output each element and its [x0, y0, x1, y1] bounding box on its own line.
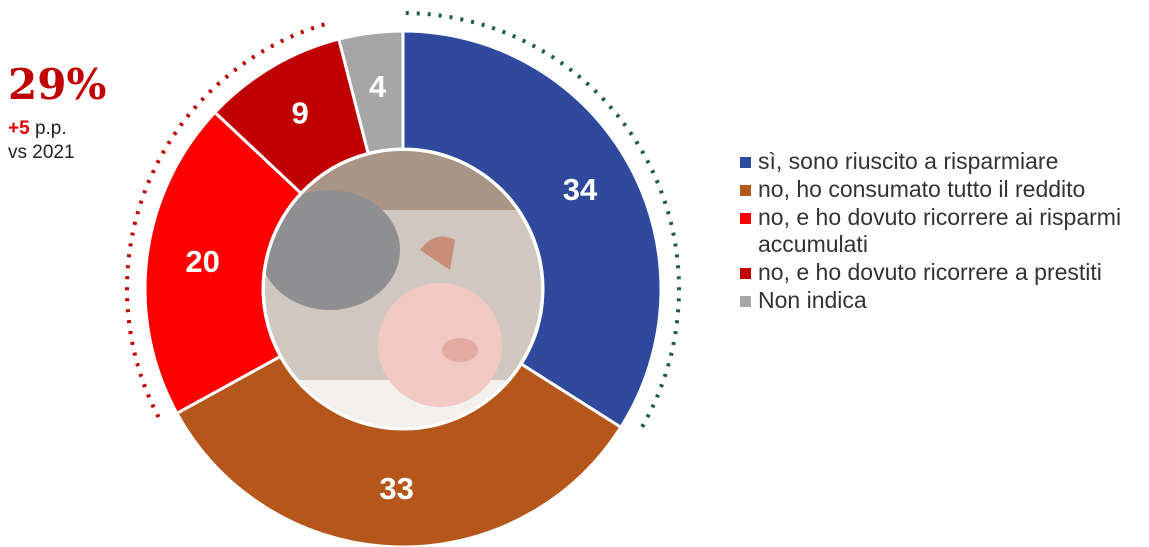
legend-item: sì, sono riuscito a risparmiare: [740, 148, 1135, 175]
legend-label: no, e ho dovuto ricorrere a prestiti: [758, 259, 1102, 285]
segment-label: 9: [292, 95, 309, 130]
legend: sì, sono riuscito a risparmiare no, ho co…: [740, 148, 1135, 315]
comparison: vs 2021: [8, 142, 75, 163]
donut-segment: [174, 354, 623, 547]
legend-item: no, e ho dovuto ricorrere ai risparmi ac…: [740, 204, 1135, 258]
segment-label: 4: [369, 69, 387, 104]
legend-swatch: [740, 268, 751, 279]
legend-swatch: [740, 296, 751, 307]
legend-swatch: [740, 213, 751, 224]
legend-swatch: [740, 185, 751, 196]
group-arc: [125, 20, 333, 419]
segment-label: 33: [379, 471, 413, 506]
change: +5: [8, 118, 30, 139]
legend-label: no, ho consumato tutto il reddito: [758, 176, 1086, 202]
donut-segment: [337, 29, 405, 156]
legend-label: sì, sono riuscito a risparmiare: [758, 148, 1059, 174]
donut-segment: [143, 110, 304, 416]
change-note: +5 p.p. vs 2021: [8, 117, 106, 165]
legend-item: no, ho consumato tutto il reddito: [740, 176, 1135, 203]
legend-label: no, e ho dovuto ricorrere ai risparmi ac…: [758, 204, 1122, 257]
annotation: 29% +5 p.p. vs 2021: [8, 60, 106, 165]
legend-label: Non indica: [758, 287, 867, 313]
segment-label: 20: [185, 244, 219, 279]
headline: 29%: [8, 60, 107, 109]
legend-swatch: [740, 157, 751, 168]
legend-item: Non indica: [740, 287, 1135, 314]
segment-label: 34: [563, 172, 598, 207]
legend-item: no, e ho dovuto ricorrere a prestiti: [740, 259, 1135, 286]
change-unit: p.p.: [34, 118, 67, 139]
donut-segment: [401, 29, 663, 430]
